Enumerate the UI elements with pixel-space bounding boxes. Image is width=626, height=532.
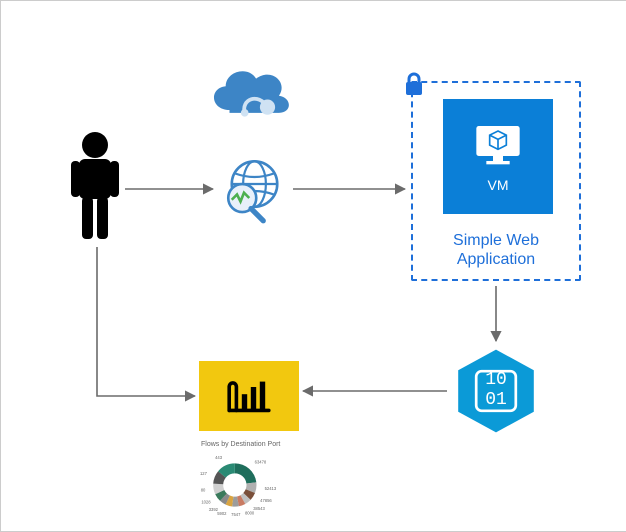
- user-icon: [67, 131, 123, 246]
- vm-monitor-icon: [468, 121, 528, 171]
- powerbi-tile: [199, 361, 299, 431]
- app-label: Simple Web Application: [413, 231, 579, 269]
- data-hex-text: 10 01: [451, 346, 541, 436]
- svg-text:8000: 8000: [245, 510, 255, 515]
- donut-chart-thumbnail: Flows by Destination Port 63478 52413 4785…: [171, 441, 311, 520]
- svg-text:3392: 3392: [209, 507, 219, 512]
- vm-app-group: VM Simple Web Application: [411, 81, 581, 281]
- lock-icon: [403, 71, 425, 97]
- powerbi-icon: [222, 374, 276, 418]
- vm-label: VM: [488, 177, 509, 193]
- svg-text:443: 443: [215, 455, 223, 460]
- svg-text:5902: 5902: [217, 511, 227, 516]
- svg-text:38543: 38543: [253, 506, 265, 511]
- globe-search-icon: [216, 156, 286, 231]
- cloud-icon: [201, 56, 296, 131]
- vm-tile: VM: [443, 99, 553, 214]
- svg-text:80: 80: [201, 488, 206, 493]
- data-hex-icon: 10 01: [451, 346, 541, 436]
- svg-text:52413: 52413: [265, 486, 277, 491]
- svg-text:7547: 7547: [231, 512, 241, 517]
- svg-text:127: 127: [200, 471, 208, 476]
- diagram-canvas: VM Simple Web Application 10 01 Flows by…: [0, 0, 626, 532]
- svg-text:1028: 1028: [201, 500, 211, 505]
- svg-text:63478: 63478: [255, 460, 267, 465]
- svg-text:47856: 47856: [260, 498, 272, 503]
- donut-title: Flows by Destination Port: [171, 441, 311, 448]
